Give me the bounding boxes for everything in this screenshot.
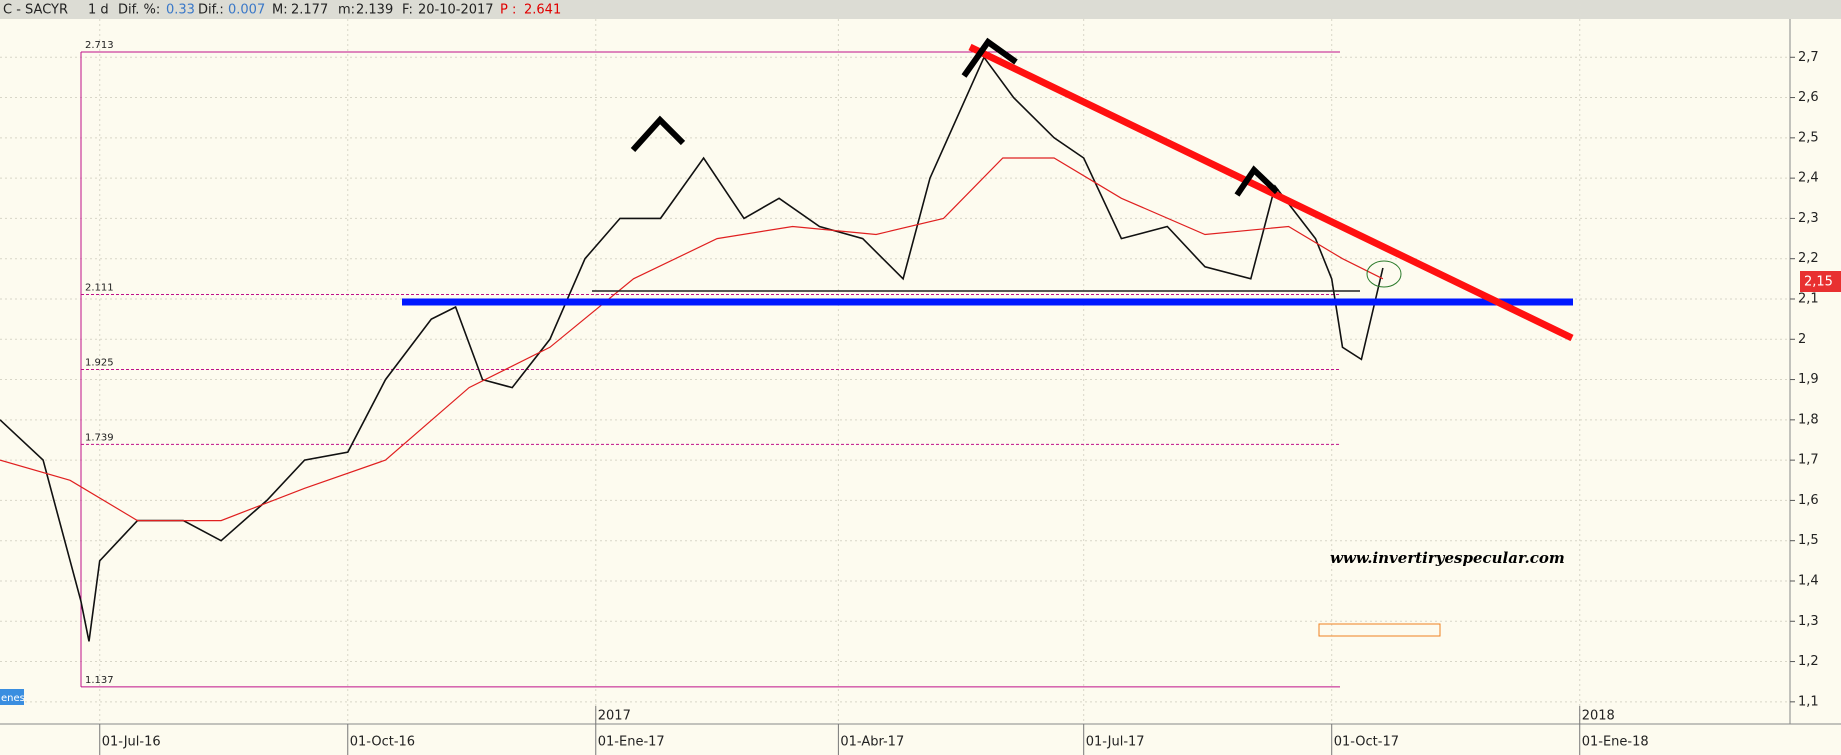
value: 2.641 — [524, 3, 561, 18]
value: 0.007 — [228, 3, 265, 18]
price-line — [0, 157, 1384, 522]
label: m: — [338, 3, 355, 18]
highlight-circle — [1366, 260, 1402, 288]
x-tick-label: 01-Oct-17 — [1334, 735, 1399, 750]
fib-label: 2.111 — [85, 283, 114, 294]
label: F: — [402, 3, 413, 18]
x-tick-label: 01-Abr-17 — [840, 735, 904, 750]
label: P : — [500, 3, 516, 18]
header-bar — [0, 0, 1841, 19]
x-tick-label: 01-Jul-17 — [1086, 735, 1145, 750]
x-tick-label: 01-Ene-18 — [1582, 735, 1649, 750]
y-tick-label: 2,5 — [1798, 130, 1819, 145]
value: 2.139 — [356, 3, 393, 18]
y-tick-label: 1,6 — [1798, 493, 1819, 508]
y-tick-label: 2,1 — [1798, 291, 1819, 306]
x-tick-label: 01-Jul-16 — [102, 735, 161, 750]
symbol: C - SACYR — [3, 3, 68, 18]
box — [1318, 623, 1441, 637]
y-tick-label: 2,6 — [1798, 90, 1819, 105]
tag-box — [0, 689, 24, 705]
price-line — [0, 55, 1384, 642]
watermark: www.invertiryespecular.com — [1330, 549, 1565, 567]
y-tick-label: 2,7 — [1798, 50, 1819, 65]
price-box — [1800, 271, 1841, 292]
label: M: — [272, 3, 288, 18]
label: Dif.: — [198, 3, 224, 18]
y-tick-label: 1,9 — [1798, 372, 1819, 387]
fib-label: 2.713 — [85, 40, 114, 51]
y-tick-label: 1,2 — [1798, 654, 1819, 669]
y-tick-label: 2,2 — [1798, 251, 1819, 266]
fib-label: 1.137 — [85, 675, 114, 686]
year-label: 2018 — [1582, 709, 1615, 724]
y-tick-label: 1,8 — [1798, 412, 1819, 427]
label: Dif. %: — [118, 3, 160, 18]
interval: 1 d — [88, 3, 109, 18]
x-tick-label: 01-Oct-16 — [350, 735, 415, 750]
corner-label: enes — [1, 693, 25, 704]
peak-mark — [630, 115, 686, 153]
y-tick-label: 2,3 — [1798, 211, 1819, 226]
y-tick-label: 2 — [1798, 332, 1806, 347]
header: C - SACYR 1 d Dif. %: 0.33 Dif.: 0.007 M… — [3, 3, 561, 18]
y-tick-label: 1,5 — [1798, 533, 1819, 548]
trend-line — [968, 43, 1574, 342]
y-tick-label: 2,4 — [1798, 171, 1819, 186]
peak-mark — [1234, 165, 1280, 197]
value: 20-10-2017 — [418, 3, 494, 18]
y-tick-label: 1,7 — [1798, 453, 1819, 468]
value: 0.33 — [166, 3, 195, 18]
y-tick-label: 1,1 — [1798, 694, 1819, 709]
peak-mark — [961, 37, 1018, 78]
y-tick-label: 1,4 — [1798, 573, 1819, 588]
y-tick-label: 1,3 — [1798, 614, 1819, 629]
value: 2.177 — [291, 3, 328, 18]
fib-label: 1.925 — [85, 357, 114, 368]
x-tick-label: 01-Ene-17 — [598, 735, 665, 750]
fib-label: 1.739 — [85, 432, 114, 443]
plot: 1,1 1,2 1,3 1,4 1,5 1,6 1,7 1,8 1,9 2 2,1 2,2 2,3 2,4… — [0, 19, 1819, 755]
year-label: 2017 — [598, 709, 631, 724]
price-label: 2,15 — [1804, 275, 1833, 290]
